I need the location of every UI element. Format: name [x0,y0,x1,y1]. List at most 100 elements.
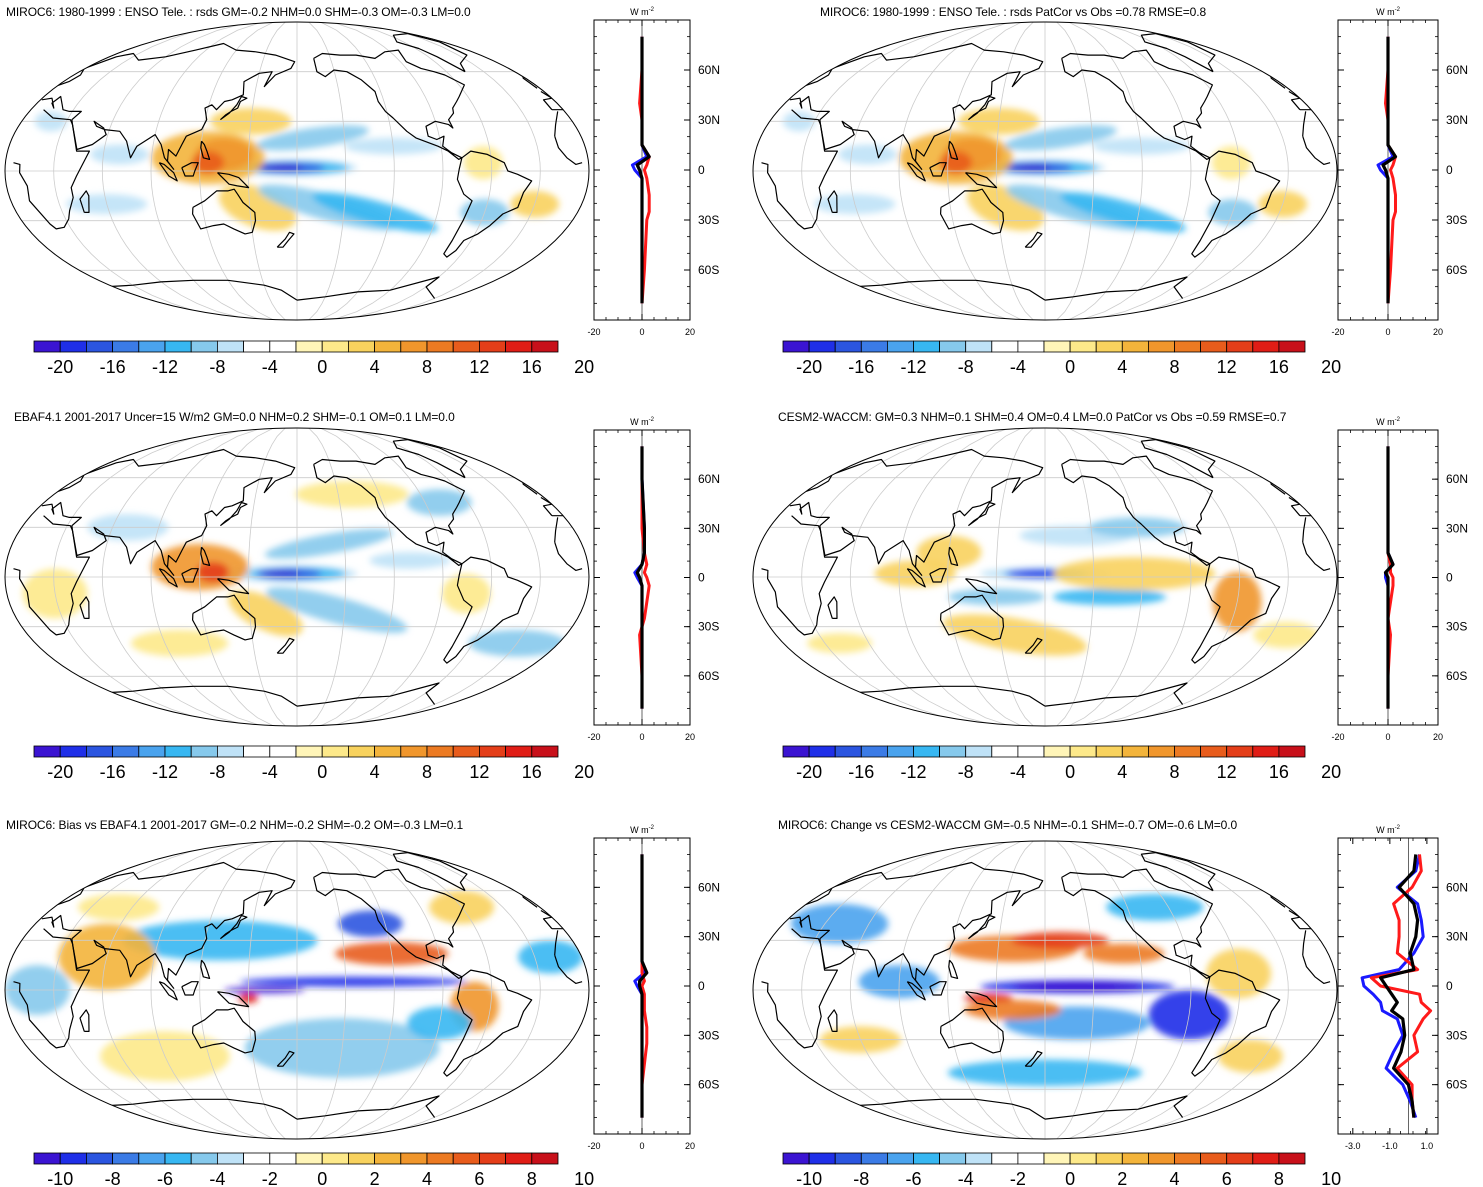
colorbar-label: -8 [105,1169,121,1187]
colorbar-swatch [1278,340,1306,353]
longitude-gridline [101,428,251,726]
colorbar-swatch [834,340,862,353]
colorbar-label: 0 [1065,1169,1075,1187]
zonal-unit-label: W m-2 [1376,417,1400,427]
panel-1: MIROC6: 1980-1999 : ENSO Tele. : rsds GM… [0,0,742,390]
anomaly-blob [369,552,451,569]
coastline-eurasia [789,42,1044,170]
anomaly-blob [1004,125,1118,151]
colorbar: -10 -8 -6 -4 -2 0 2 4 6 8 10 [782,1152,1341,1187]
coastline-namerica [313,868,465,979]
colorbar-label: 12 [469,762,489,782]
colorbar-label: -4 [262,357,278,377]
longitude-gridline [1079,22,1192,320]
colorbar-swatch [295,1152,323,1165]
coastline-greenland [1140,32,1216,73]
coastline-eurasia [41,861,296,989]
colorbar-swatch [374,340,402,353]
colorbar-swatch [1069,340,1097,353]
zonal-lat-label: 60N [698,880,720,894]
zonal-lat-label: 30S [698,213,719,227]
coastline-uk [52,488,57,493]
panel-5: MIROC6: Bias vs EBAF4.1 2001-2017 GM=-0.… [0,813,742,1187]
coastline-greenland [1140,438,1216,479]
colorbar-swatch [243,1152,271,1165]
coastline-eurasia [789,861,1044,989]
colorbar-swatch [321,745,349,758]
map-outline [752,427,1338,727]
coastline-antarctica [296,276,440,301]
longitude-gridline [947,841,1022,1139]
longitude-gridline [1103,22,1289,320]
colorbar-swatch [426,340,454,353]
zonal-profile-black [635,36,651,304]
colorbar-swatch [531,340,559,353]
colorbar-label: 4 [1117,357,1127,377]
colorbar-swatch [426,745,454,758]
colorbar-label: 8 [422,762,432,782]
colorbar-swatch [321,1152,349,1165]
coastline-philippines [948,546,959,566]
coastline-newzealand [276,1050,295,1067]
colorbar-label: 8 [1274,1169,1284,1187]
coastline-samerica [1191,556,1281,664]
longitude-gridline [947,22,1022,320]
zonal-x-tick-label: 20 [685,732,695,742]
coastline-uk [52,901,57,906]
longitude-gridline [355,22,541,320]
coastline-newguinea [217,578,250,595]
zonal-profile-red [638,36,651,304]
anomaly-blob [838,144,897,165]
zonal-unit-label: W m-2 [630,417,654,427]
colorbar-swatch [1017,340,1045,353]
zonal-lat-label: 0 [1446,163,1453,177]
colorbar-swatch [112,745,140,758]
map-outline [4,427,590,727]
colorbar-swatch [138,1152,166,1165]
zonal-x-tick-label: 20 [1433,732,1443,742]
zonal-unit-label: W m-2 [630,7,654,17]
anomaly-blob [90,144,149,165]
map-field [5,428,589,726]
colorbar-swatch [965,340,993,353]
coastline-uk [800,82,805,87]
coastline-madagascar [827,190,838,213]
coastline-sumatra [158,568,178,588]
colorbar-swatch [33,340,61,353]
longitude-gridline [849,428,999,726]
coastline-madagascar [79,1009,90,1032]
zonal-x-tick-label: -20 [587,327,600,337]
colorbar-swatch [1069,745,1097,758]
colorbar-swatch [1252,745,1280,758]
zonal-lat-label: 0 [698,163,705,177]
map-panel: 60N 30N 0 30S 60S -20 0 20 W m-2 -20 -16 -12 -8 -4 0 4 8… [4,417,720,782]
colorbar-swatch [1174,340,1202,353]
panel-3: EBAF4.1 2001-2017 Uncer=15 W/m2 GM=0.0 N… [0,405,742,795]
anomaly-blob [1006,163,1052,172]
longitude-gridline [247,22,286,320]
zonal-mean-panel: 60N 30N 0 30S 60S -20 0 20 W m-2 [587,7,720,337]
anomaly-blob [295,480,409,508]
colorbar-swatch [190,1152,218,1165]
longitude-gridline [1056,22,1095,320]
colorbar-swatch [1147,1152,1175,1165]
colorbar-swatch [1147,745,1175,758]
longitude-gridline [1079,428,1192,726]
colorbar-swatch [1278,1152,1306,1165]
colorbar-swatch [216,1152,244,1165]
map-field [5,22,589,320]
colorbar-swatch [1147,340,1175,353]
colorbar-swatch [374,1152,402,1165]
zonal-lat-label: 0 [698,571,705,585]
anomaly-blob [78,893,160,921]
zonal-profile-blue [1360,854,1425,1119]
coastline-greenland [392,32,468,73]
longitude-gridline [53,428,239,726]
colorbar-swatch [1200,340,1228,353]
colorbar-swatch [991,745,1019,758]
colorbar-label: 0 [1065,357,1075,377]
coastline-namerica [313,49,465,160]
anomaly-blob [807,633,873,654]
coastline-namerica [313,455,465,566]
